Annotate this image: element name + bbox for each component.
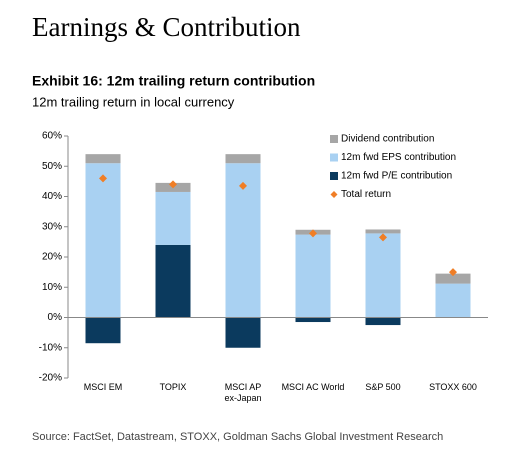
y-tick-label: 60% bbox=[42, 131, 62, 142]
y-tick-label: 20% bbox=[42, 252, 62, 263]
bar bbox=[225, 317, 261, 348]
y-tick-label: -20% bbox=[39, 373, 62, 384]
legend-swatch bbox=[330, 135, 338, 143]
bar bbox=[155, 191, 191, 245]
legend-swatch bbox=[330, 153, 338, 162]
bar bbox=[225, 154, 261, 164]
bar bbox=[85, 154, 121, 164]
x-tick-label: MSCI EM bbox=[83, 382, 123, 392]
x-tick-label: TOPIX bbox=[159, 382, 187, 392]
bar bbox=[435, 273, 471, 284]
legend-label: Dividend contribution bbox=[341, 134, 434, 145]
chart-title: Exhibit 16: 12m trailing return contribu… bbox=[32, 73, 315, 89]
y-tick-label: 10% bbox=[42, 282, 62, 293]
legend-label: Total return bbox=[341, 189, 391, 200]
total-return-marker bbox=[239, 181, 247, 190]
legend-label: 12m fwd EPS contribution bbox=[341, 152, 456, 163]
total-return-marker bbox=[449, 268, 457, 277]
bar bbox=[365, 317, 401, 326]
x-tick-label: S&P 500 bbox=[365, 382, 401, 392]
y-tick-label: 40% bbox=[42, 191, 62, 202]
legend-label: 12m fwd P/E contribution bbox=[341, 171, 452, 182]
legend-marker bbox=[330, 191, 338, 198]
x-tick-label: MSCI AC World bbox=[281, 382, 345, 392]
bar bbox=[295, 317, 331, 323]
chart-subtitle: 12m trailing return in local currency bbox=[32, 94, 235, 109]
bar bbox=[365, 229, 401, 234]
x-tick-label: STOXX 600 bbox=[429, 382, 477, 392]
total-return-marker bbox=[169, 180, 177, 189]
y-tick-label: 50% bbox=[42, 161, 62, 172]
legend-swatch bbox=[330, 172, 338, 180]
bar bbox=[435, 283, 471, 318]
total-return-marker bbox=[99, 174, 107, 183]
y-tick-label: 0% bbox=[48, 312, 63, 323]
y-tick-label: 30% bbox=[42, 221, 62, 232]
total-return-marker bbox=[309, 229, 317, 238]
x-tick-label: MSCI AP ex-Japan bbox=[224, 382, 262, 403]
bar bbox=[155, 244, 191, 318]
bar bbox=[365, 233, 401, 318]
total-return-marker bbox=[379, 233, 387, 242]
bar bbox=[85, 317, 121, 344]
y-tick-label: -10% bbox=[39, 342, 62, 353]
page-title: Earnings & Contribution bbox=[32, 12, 301, 42]
source: Source: FactSet, Datastream, STOXX, Gold… bbox=[32, 431, 443, 443]
bar bbox=[295, 234, 331, 318]
bar bbox=[85, 163, 121, 318]
